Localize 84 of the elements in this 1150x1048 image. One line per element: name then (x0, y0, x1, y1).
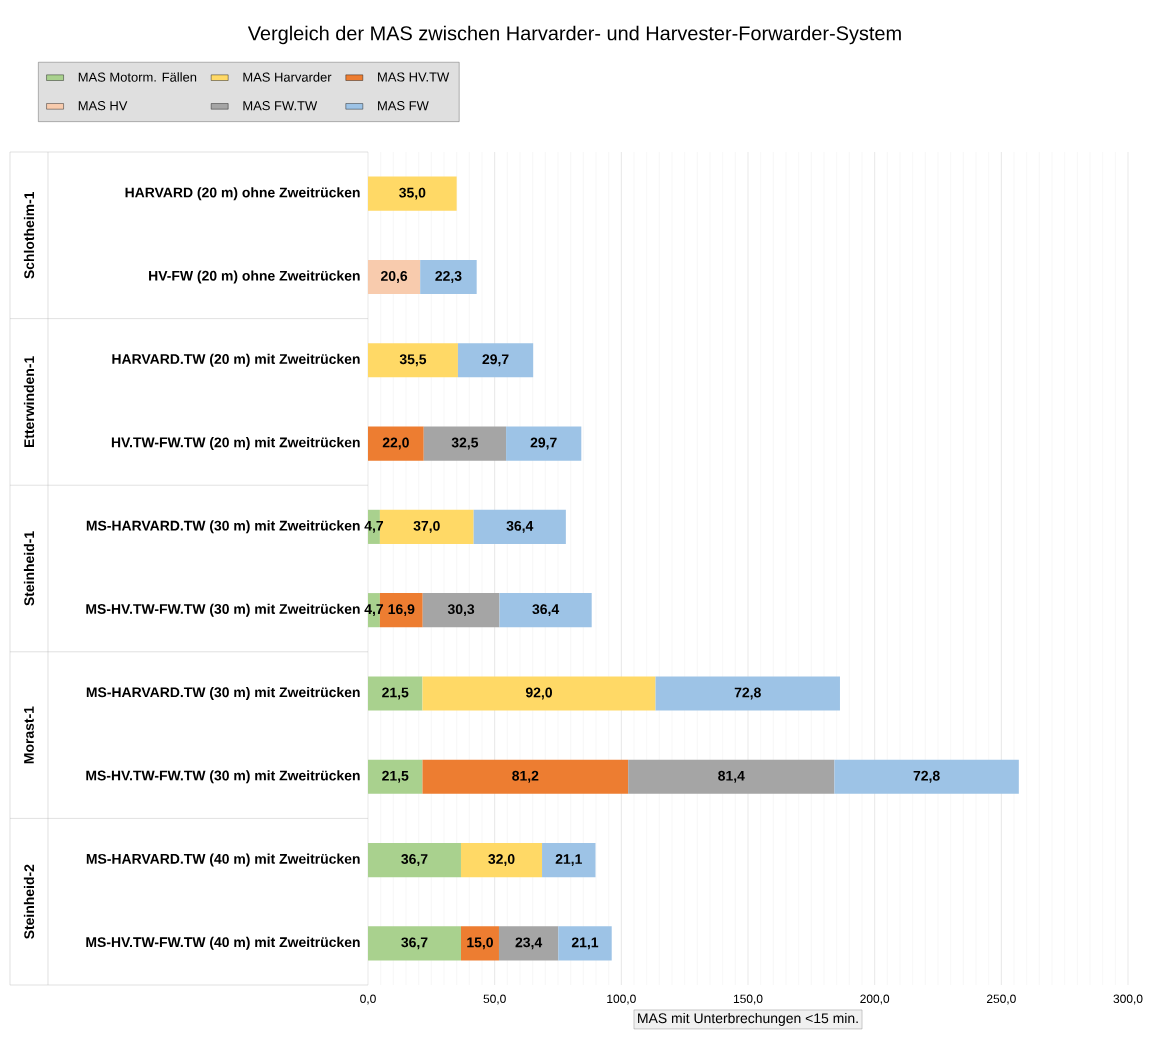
data-label: 16,9 (388, 604, 415, 617)
legend-label: MAS Motorm. Fällen (78, 72, 197, 82)
data-label: 4,7 (364, 520, 384, 533)
x-tick-label: 150,0 (733, 994, 763, 1005)
y-tick-label: HV-FW (20 m) ohne Zweitrücken (149, 270, 360, 284)
text: Morast-1 (24, 706, 34, 764)
bar (498, 926, 559, 961)
bar (834, 759, 1019, 794)
data-label: 37,0 (413, 520, 440, 533)
bar (422, 759, 629, 794)
data-label: 72,8 (913, 770, 940, 783)
data-label: 29,7 (530, 437, 557, 450)
bar (506, 426, 582, 461)
bar (457, 343, 534, 378)
x-tick-label: 50,0 (483, 994, 506, 1005)
data-label: 92,0 (525, 687, 552, 700)
y-tick-label: MS-HARVARD.TW (30 m) mit Zweitrücken (86, 686, 360, 700)
bar (368, 842, 461, 878)
y-tick-label: MS-HARVARD.TW (40 m) mit Zweitrücken (86, 853, 360, 867)
legend-label: MAS FW.TW (243, 101, 318, 111)
data-label: 22,0 (382, 437, 409, 450)
data-label: 21,5 (382, 770, 409, 783)
bar (368, 259, 421, 295)
legend-label: MAS FW (378, 101, 429, 111)
bar (368, 676, 423, 711)
y-tick-label: MS-HV.TW-FW.TW (30 m) mit Zweitrücken (86, 770, 360, 784)
data-label: 36,7 (401, 937, 428, 950)
bar (499, 593, 592, 628)
legend-label: MAS Harvarder (243, 72, 332, 82)
bar (422, 676, 656, 711)
legend-label: MAS HV.TW (378, 72, 450, 82)
x-axis-title: MAS mit Unterbrechungen <15 min. (638, 1012, 858, 1026)
data-label: 36,7 (401, 854, 428, 867)
bar (423, 426, 507, 461)
data-label: 22,3 (435, 270, 462, 283)
data-label: 30,3 (447, 604, 475, 617)
data-label: 20,6 (381, 270, 408, 283)
bar (368, 759, 423, 794)
bar (368, 176, 457, 211)
data-label: 21,1 (555, 854, 582, 867)
y-tick-label: MS-HV.TW-FW.TW (40 m) mit Zweitrücken (86, 936, 360, 950)
bar (368, 343, 458, 378)
x-tick-label: 100,0 (607, 994, 636, 1005)
y-tick-label: HV.TW-FW.TW (20 m) mit Zweitrücken (111, 437, 360, 451)
data-label: 35,0 (399, 187, 426, 200)
data-label: 32,0 (488, 854, 515, 867)
data-label: 4,7 (364, 604, 384, 617)
data-label: 35,5 (399, 354, 427, 367)
y-tick-label: MS-HV.TW-FW.TW (30 m) mit Zweitrücken (86, 603, 360, 617)
bar (422, 593, 500, 628)
x-tick-label: 300,0 (1113, 994, 1143, 1005)
x-tick-label: 200,0 (860, 994, 890, 1005)
bar (558, 926, 612, 961)
x-tick-label: 0,0 (360, 994, 376, 1005)
data-label: 72,8 (734, 687, 761, 700)
bar (368, 926, 461, 961)
data-label: 23,4 (515, 937, 543, 950)
data-label: 15,0 (467, 937, 493, 950)
bar (460, 842, 543, 878)
data-label: 21,5 (382, 687, 409, 700)
text: Schlotheim-1 (23, 191, 35, 279)
data-label: 32,5 (451, 437, 479, 450)
x-tick-label: 250,0 (986, 994, 1016, 1005)
text: Steinheid-2 (23, 864, 35, 939)
bar (460, 926, 499, 961)
data-label: 81,4 (718, 770, 745, 783)
data-label: 21,1 (571, 937, 599, 950)
text: Etterwinden-1 (23, 356, 35, 448)
y-tick-label: HARVARD (20 m) ohne Zweitrücken (125, 187, 360, 201)
bar (628, 759, 835, 794)
chart-title: Vergleich der MAS zwischen Harvarder- und Harvester-Forwarder-System (247, 25, 901, 45)
data-label: 36,4 (532, 604, 560, 617)
y-tick-label: MS-HARVARD.TW (30 m) mit Zweitrücken (86, 520, 360, 534)
legend-label: MAS HV (78, 101, 128, 111)
data-label: 36,4 (506, 520, 534, 533)
text: Steinheid-1 (23, 531, 35, 606)
bar (473, 509, 566, 544)
bar (368, 426, 424, 461)
data-label: 29,7 (482, 354, 509, 367)
bar (542, 842, 596, 878)
bar (655, 676, 840, 711)
y-tick-label: HARVARD.TW (20 m) mit Zweitrücken (112, 353, 360, 367)
bar (420, 259, 477, 295)
data-label: 81,2 (512, 770, 539, 783)
